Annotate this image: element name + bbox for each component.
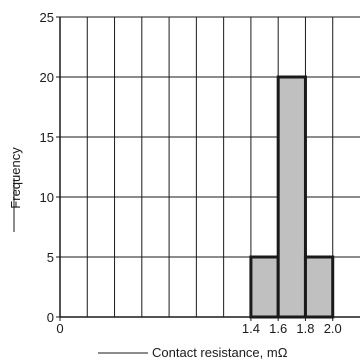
histogram-bar: [303, 255, 335, 319]
bars: [249, 75, 335, 319]
y-tick-label: 25: [40, 10, 54, 25]
y-tick-label: 5: [47, 250, 54, 265]
y-axis-label: Frequency: [8, 147, 23, 209]
histogram-bar: [249, 255, 280, 319]
x-tick-label: 0: [56, 321, 63, 336]
y-tick-label: 20: [40, 70, 54, 85]
x-tick-label: 1.4: [242, 321, 260, 336]
histogram-bar: [276, 75, 307, 319]
grid: [60, 17, 360, 317]
axes: [56, 16, 360, 321]
y-tick-labels: 0 5 10 15 20 25: [40, 10, 54, 325]
y-tick-label: 0: [47, 310, 54, 325]
x-axis-label: Contact resistance, mΩ: [152, 345, 288, 360]
y-tick-label: 15: [40, 130, 54, 145]
y-tick-label: 10: [40, 190, 54, 205]
x-tick-label: 1.8: [296, 321, 314, 336]
x-tick-label: 2.0: [324, 321, 342, 336]
x-tick-labels: 0 1.4 1.6 1.8 2.0: [56, 321, 341, 336]
x-tick-label: 1.6: [269, 321, 287, 336]
